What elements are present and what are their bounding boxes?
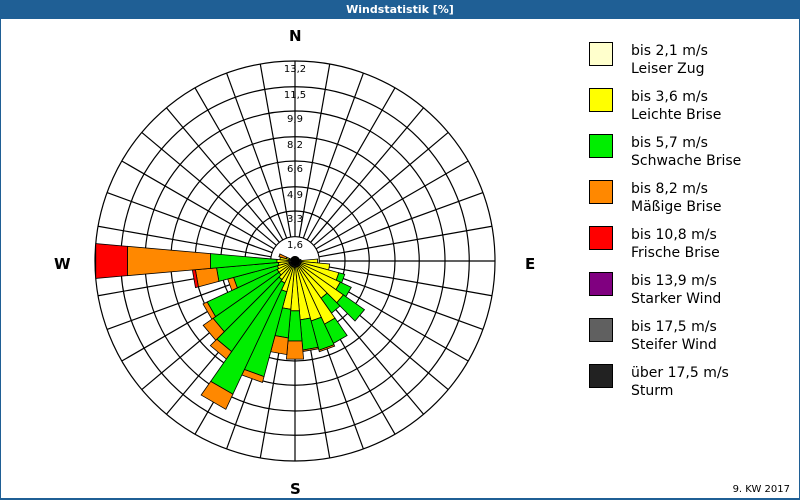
legend-color-swatch — [589, 272, 613, 296]
svg-text:9,9: 9,9 — [287, 114, 303, 125]
svg-text:8,2: 8,2 — [287, 140, 303, 151]
legend-label: bis 8,2 m/s Mäßige Brise — [631, 181, 722, 215]
svg-text:1,6: 1,6 — [287, 240, 303, 251]
svg-text:4,9: 4,9 — [287, 190, 303, 201]
legend-label: bis 13,9 m/s Starker Wind — [631, 273, 722, 307]
legend-color-swatch — [589, 134, 613, 158]
direction-west-label: W — [54, 255, 71, 273]
bottom-border — [0, 498, 800, 500]
period-label: 9. KW 2017 — [732, 484, 790, 495]
legend-color-swatch — [589, 318, 613, 342]
svg-text:3,3: 3,3 — [287, 214, 303, 225]
legend-label: bis 2,1 m/s Leiser Zug — [631, 43, 708, 77]
chart-title: Windstatistik [%] — [0, 0, 800, 19]
svg-text:11,5: 11,5 — [284, 90, 306, 101]
svg-text:13,2: 13,2 — [284, 64, 306, 75]
svg-text:6,6: 6,6 — [287, 164, 303, 175]
legend-label: bis 3,6 m/s Leichte Brise — [631, 89, 722, 123]
direction-east-label: E — [525, 255, 536, 273]
direction-north-label: N — [289, 27, 302, 45]
legend-color-swatch — [589, 42, 613, 66]
legend-color-swatch — [589, 364, 613, 388]
legend-label: bis 17,5 m/s Steifer Wind — [631, 319, 717, 353]
legend-color-swatch — [589, 180, 613, 204]
legend-label: bis 10,8 m/s Frische Brise — [631, 227, 720, 261]
legend-label: über 17,5 m/s Sturm — [631, 365, 729, 399]
legend-color-swatch — [589, 88, 613, 112]
legend-label: bis 5,7 m/s Schwache Brise — [631, 135, 742, 169]
direction-south-label: S — [290, 480, 301, 498]
legend-color-swatch — [589, 226, 613, 250]
